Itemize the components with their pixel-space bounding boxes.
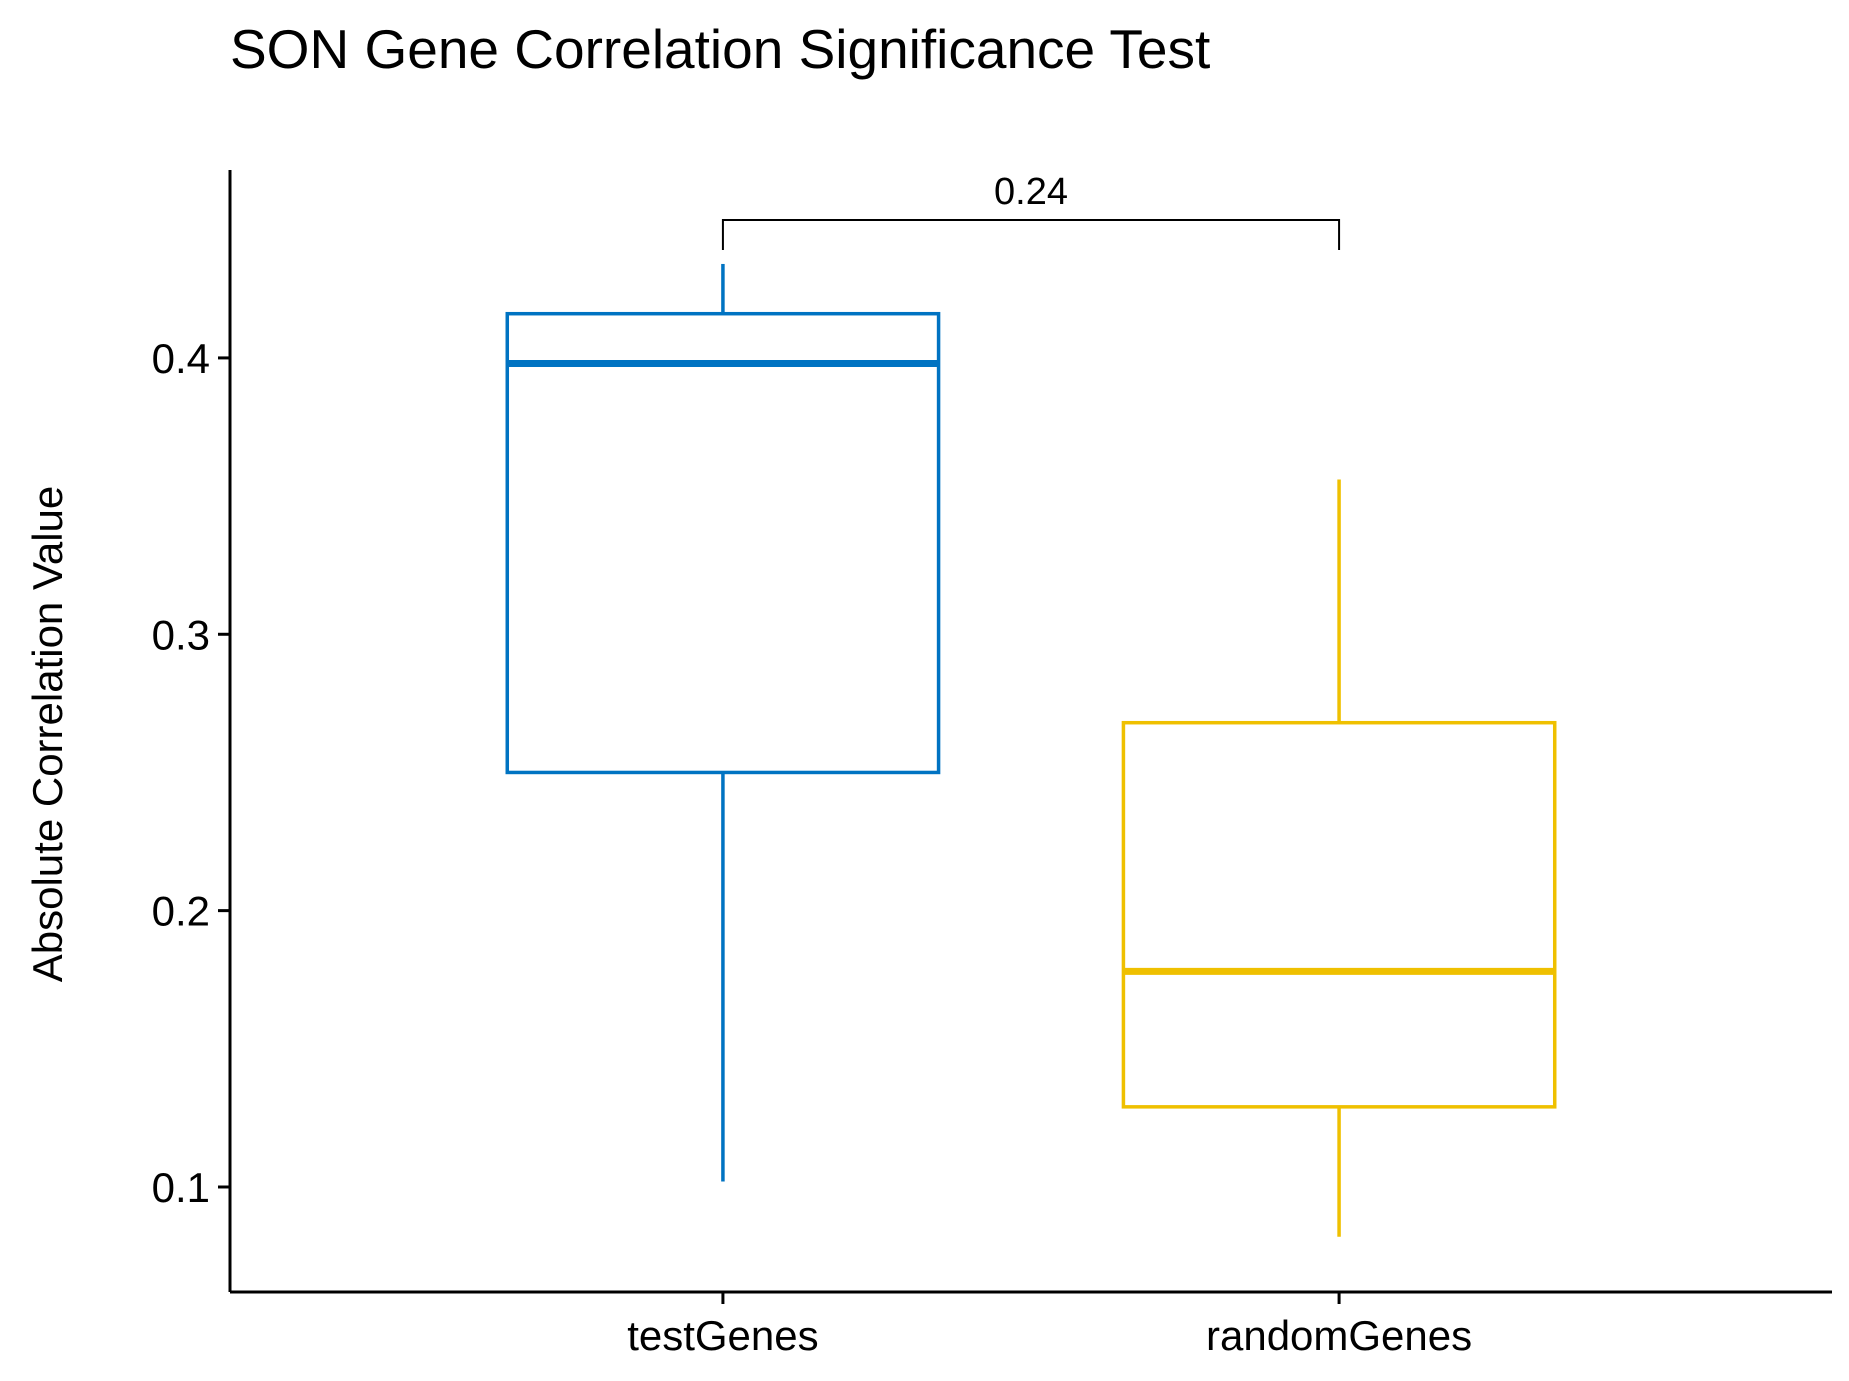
- y-axis-title: Absolute Correlation Value: [24, 486, 71, 983]
- y-tick-label-1: 0.2: [152, 888, 210, 935]
- y-tick-label-0: 0.1: [152, 1164, 210, 1211]
- comparison-bracket: [721, 219, 1341, 250]
- x-tick-label-randomGenes: randomGenes: [1206, 1312, 1472, 1359]
- plot-area: 0.1 0.2 0.3 0.4 testGenes randomGenes 0.24: [152, 170, 1832, 1359]
- chart-title: SON Gene Correlation Significance Test: [230, 18, 1210, 80]
- comparison-p-value: 0.24: [994, 171, 1068, 213]
- box-randomGenes: [1121, 720, 1557, 1109]
- y-tick-label-3: 0.4: [152, 335, 210, 382]
- x-tick-label-testGenes: testGenes: [627, 1312, 818, 1359]
- box-testGenes: [505, 311, 941, 775]
- y-tick-label-2: 0.3: [152, 611, 210, 658]
